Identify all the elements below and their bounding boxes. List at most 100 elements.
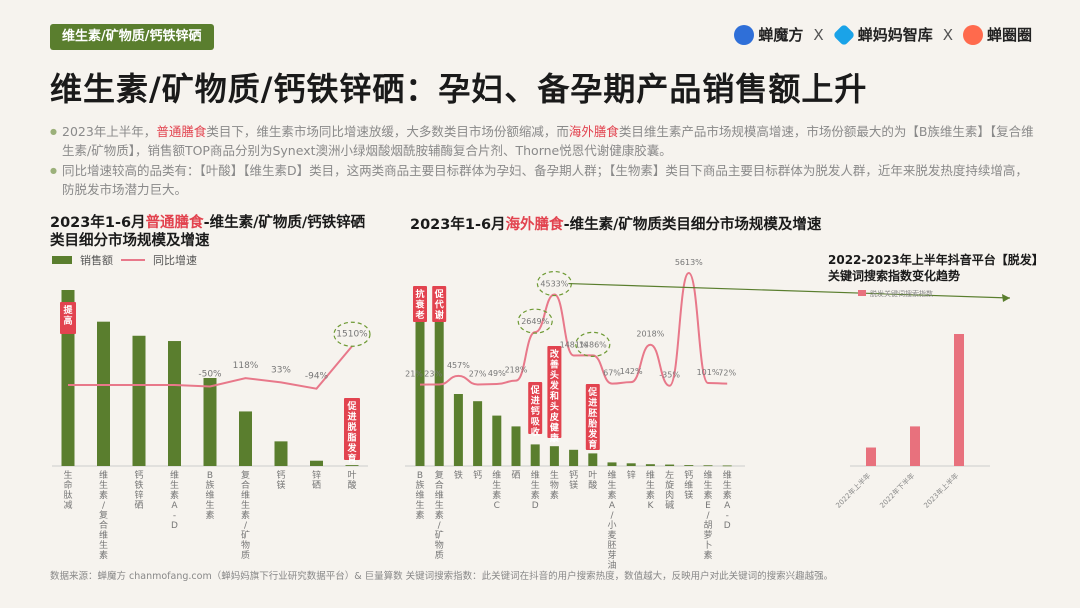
chart2-x-label: 维生素 D bbox=[531, 469, 540, 511]
logo-separator: X bbox=[942, 25, 953, 44]
chart2-bar bbox=[645, 464, 655, 466]
chart2-growth-label: 49% bbox=[488, 369, 506, 378]
chart2-title-b: -维生素/矿物质类目细分市场规模及增速 bbox=[563, 217, 822, 233]
quan-logo-icon bbox=[962, 24, 983, 45]
chart2-bar bbox=[415, 286, 425, 466]
chart1-x-label: 锌硒 bbox=[312, 469, 321, 491]
chart1-growth-label: 1510% bbox=[336, 329, 368, 339]
mama-logo-text: 蝉妈妈智库 bbox=[857, 26, 933, 44]
chart1-x-label: 钙铁锌硒 bbox=[134, 469, 143, 511]
chart3-title-a: 2022-2023年上半年抖音平台【脱发】 bbox=[828, 253, 1044, 267]
chart2-growth-label: 4533% bbox=[540, 280, 568, 289]
chart2-x-label: 生物素 bbox=[550, 469, 559, 501]
chart2-growth-label: 67% bbox=[603, 369, 621, 378]
chart1-title: 2023年1-6月普通膳食-维生素/矿物质/钙铁锌硒 类目细分市场规模及增速 bbox=[50, 214, 365, 250]
chart3-bar bbox=[910, 426, 920, 466]
chart1-title-highlight: 普通膳食 bbox=[145, 215, 204, 231]
chart1-annotation-2-box bbox=[344, 398, 360, 460]
chart1-title-b: -维生素/矿物质/钙铁锌硒 bbox=[203, 215, 366, 231]
chart2-annotation-4: 改善头发和头皮健康 bbox=[549, 348, 560, 444]
chart1-bar bbox=[168, 341, 181, 466]
chart1-x-label: 维生素 A -D bbox=[170, 469, 179, 531]
brand-logos: 蝉魔方 X 蝉妈妈智库 X 蝉圈圈 bbox=[734, 23, 1032, 46]
chart2-x-label: 铁 bbox=[454, 469, 463, 481]
legend-line-swatch bbox=[121, 259, 145, 261]
chart1-growth-label: -50% bbox=[198, 370, 222, 380]
chart2-bar bbox=[434, 289, 444, 466]
chart1-growth-line bbox=[68, 345, 353, 390]
chart2-annotation-5-box bbox=[585, 384, 600, 450]
chart2-bar bbox=[703, 465, 713, 467]
chart1-annotation-1-box bbox=[60, 302, 76, 334]
chart1-x-label: 复合维生素/矿物质 bbox=[241, 469, 250, 561]
chart2-arrow-line bbox=[568, 282, 1011, 299]
chart2-growth-label: 457% bbox=[447, 361, 470, 370]
chart2-arrow-head bbox=[1002, 294, 1010, 302]
chart1-bar bbox=[310, 460, 323, 466]
chart2-bar bbox=[588, 453, 598, 466]
chart2-x-label: 维生素 E/胡萝卜素 bbox=[703, 469, 712, 561]
chart1-growth-label: 118% bbox=[233, 361, 259, 371]
bullet-1-text-b: 类目下，维生素市场同比增速放缓，大多数类目市场份额缩减，而 bbox=[206, 124, 569, 139]
chart2-growth-line bbox=[419, 271, 728, 387]
chart1-highlight-circle bbox=[333, 321, 371, 347]
chart2-x-label: 维生素 A/小麦胚芽油 bbox=[607, 469, 616, 571]
chart1-bar bbox=[239, 411, 252, 466]
chart1-growth-label: 33% bbox=[271, 365, 291, 375]
page-title: 维生素/矿物质/钙铁锌硒：孕妇、备孕期产品销售额上升 bbox=[50, 70, 868, 108]
chart2-x-label: 维生素 A -D bbox=[723, 469, 732, 531]
chart2-x-label: 硒 bbox=[511, 470, 520, 481]
bullet-1: 2023年上半年，普通膳食类目下，维生素市场同比增速放缓，大多数类目市场份额缩减… bbox=[50, 122, 1040, 160]
chart3-x-label: 2022年上半年 bbox=[834, 471, 873, 510]
chart2-growth-label: -35% bbox=[659, 371, 680, 380]
chart3-legend-swatch bbox=[858, 290, 866, 296]
chart2-x-label: 维生素 K bbox=[646, 469, 655, 511]
chart2-title-highlight: 海外膳食 bbox=[505, 217, 564, 233]
chart1-bar bbox=[203, 378, 217, 466]
chart2-highlight-circle bbox=[517, 308, 553, 334]
chart2-bar bbox=[453, 394, 463, 466]
chart2-bar bbox=[530, 444, 540, 466]
chart2-growth-label: 1481% bbox=[560, 340, 588, 349]
chart2-growth-label: 27% bbox=[469, 369, 487, 378]
chart1-annotation-1: 提高 bbox=[63, 304, 73, 327]
chart1-x-label: 叶酸 bbox=[347, 470, 356, 491]
chart2-annotation-5: 促进胚胎发育 bbox=[587, 386, 598, 451]
chart2-annotation-3-box bbox=[528, 382, 543, 434]
chart2-x-label: 钙维镁 bbox=[684, 469, 693, 501]
summary-bullets: 2023年上半年，普通膳食类目下，维生素市场同比增速放缓，大多数类目市场份额缩减… bbox=[50, 122, 1040, 200]
chart3-bar bbox=[866, 447, 876, 466]
chart2-bar bbox=[722, 465, 732, 467]
legend-bar-swatch bbox=[52, 256, 72, 264]
chart2-highlight-circle bbox=[575, 331, 611, 357]
chart1-bar bbox=[345, 465, 359, 466]
chart1-bar bbox=[274, 441, 288, 466]
logo-separator: X bbox=[813, 25, 824, 44]
chart2-x-label: 锌 bbox=[627, 469, 636, 481]
chart1-x-label: 钙镁 bbox=[276, 469, 285, 491]
chart2-growth-label: 1486% bbox=[579, 340, 607, 349]
chart2-title-a: 2023年1-6月 bbox=[410, 217, 506, 233]
bullet-2: 同比增速较高的品类有：【叶酸】【维生素D】类目，这两类商品主要目标群体为孕妇、备… bbox=[50, 161, 1040, 199]
chart3-x-label: 2022年下半年 bbox=[878, 471, 917, 510]
chart2-growth-label: 21% bbox=[405, 370, 423, 379]
legend-bar-label: 销售额 bbox=[80, 254, 113, 267]
chart2-growth-label: 2018% bbox=[636, 330, 664, 339]
chart3-title-b: 关键词搜索指数变化趋势 bbox=[828, 269, 961, 283]
bullet-1-text-a: 2023年上半年， bbox=[62, 124, 157, 139]
chart3-legend-label: 脱发关键词搜索指数 bbox=[870, 289, 933, 298]
chart3-title: 2022-2023年上半年抖音平台【脱发】 关键词搜索指数变化趋势 bbox=[828, 252, 1044, 284]
chart2-x-label: 维生素 C bbox=[492, 469, 501, 511]
chart2-x-label: 左旋肉碱 bbox=[665, 469, 674, 511]
chart2-annotation-1: 抗衰老 bbox=[414, 288, 425, 321]
mama-logo: 蝉妈妈智库 bbox=[832, 23, 933, 46]
bullet-1-text-c: 类目维生素产品市场规模高增速，市场份额最大的为【B族维生素】【复合维生素/矿物质… bbox=[62, 124, 1034, 158]
chart2-growth-label: 142% bbox=[620, 367, 643, 376]
chart3-x-label: 2023年上半年 bbox=[922, 471, 961, 510]
chart1-title-c: 类目细分市场规模及增速 bbox=[50, 233, 210, 249]
quan-logo-text: 蝉圈圈 bbox=[986, 26, 1032, 44]
chart2-bar bbox=[492, 415, 502, 466]
chart1-bar bbox=[132, 335, 146, 466]
chart1-annotation-2: 促进脱脂发育 bbox=[346, 400, 357, 465]
